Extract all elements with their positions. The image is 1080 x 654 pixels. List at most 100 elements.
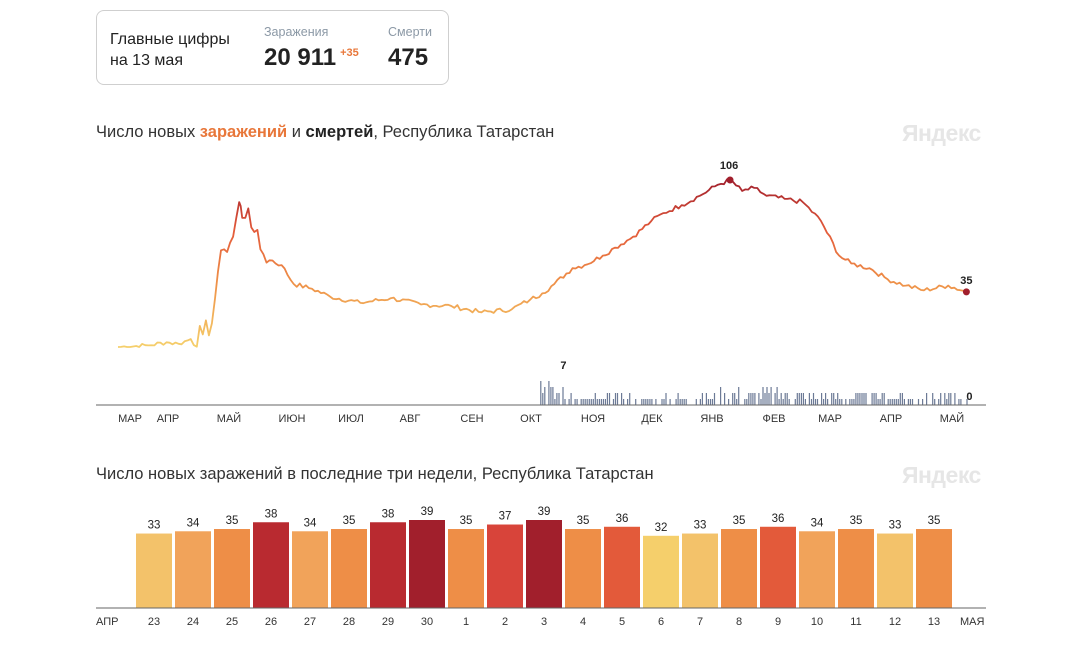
bar-value-label: 34 bbox=[811, 517, 824, 529]
deaths-bar bbox=[681, 399, 683, 405]
bar-category-label: 8 bbox=[736, 616, 742, 628]
bar-category-label: 30 bbox=[421, 616, 433, 628]
deaths-bar bbox=[841, 399, 843, 405]
bar bbox=[526, 520, 562, 608]
bar-category-label: 5 bbox=[619, 616, 625, 628]
deaths-bar bbox=[825, 393, 827, 405]
deaths-bar bbox=[685, 399, 687, 405]
bar-category-label: 12 bbox=[889, 616, 901, 628]
bar-value-label: 33 bbox=[694, 520, 707, 532]
deaths-bar bbox=[766, 387, 768, 405]
bar bbox=[682, 533, 718, 608]
summary-label-line2: на 13 мая bbox=[110, 52, 183, 69]
deaths-bar bbox=[592, 399, 594, 405]
bar-month-right: МАЯ bbox=[960, 616, 985, 628]
deaths-bar bbox=[831, 393, 833, 405]
bar-value-label: 33 bbox=[889, 520, 902, 532]
deaths-bar bbox=[899, 393, 901, 405]
yandex-logo-top: Яндекс bbox=[902, 120, 981, 146]
x-tick-label: МАЙ bbox=[940, 412, 964, 425]
deaths-bar bbox=[616, 393, 619, 405]
deaths-bar bbox=[558, 393, 560, 405]
deaths-bar bbox=[762, 387, 764, 405]
peak-label: 106 bbox=[720, 160, 738, 172]
deaths-stat: Смерти 475 bbox=[388, 25, 432, 72]
deaths-bar bbox=[709, 399, 712, 405]
deaths-bar bbox=[764, 393, 766, 405]
deaths-bar bbox=[966, 399, 968, 405]
deaths-bar bbox=[893, 399, 895, 405]
deaths-bar bbox=[940, 393, 942, 405]
deaths-bar bbox=[794, 399, 796, 405]
bar-value-label: 35 bbox=[928, 515, 941, 527]
deaths-bar bbox=[752, 393, 754, 405]
bar bbox=[136, 533, 172, 608]
deaths-bar bbox=[889, 399, 891, 405]
deaths-bar bbox=[823, 399, 825, 405]
deaths-bar bbox=[839, 399, 841, 405]
bar bbox=[760, 526, 796, 608]
deaths-bar bbox=[621, 393, 623, 405]
x-tick-label: АВГ bbox=[400, 413, 421, 425]
deaths-bar bbox=[606, 393, 608, 405]
deaths-bar bbox=[881, 393, 883, 405]
deaths-bar bbox=[655, 399, 657, 405]
deaths-bar bbox=[804, 399, 806, 405]
deaths-bar bbox=[946, 399, 948, 405]
bar-category-label: 29 bbox=[382, 616, 394, 628]
yandex-logo-bottom: Яндекс bbox=[902, 462, 981, 488]
bar-category-label: 26 bbox=[265, 616, 277, 628]
deaths-bar bbox=[865, 393, 867, 405]
last-infections-label: 35 bbox=[960, 275, 972, 287]
bar-category-label: 1 bbox=[463, 616, 469, 628]
deaths-bar bbox=[948, 393, 950, 405]
deaths-bar bbox=[851, 399, 853, 405]
bar bbox=[799, 531, 835, 608]
deaths-bar bbox=[683, 399, 685, 405]
chart1-title-part1: Число новых bbox=[96, 123, 200, 141]
deaths-bar bbox=[934, 399, 936, 405]
deaths-bar bbox=[608, 393, 611, 405]
infections-line bbox=[117, 178, 967, 348]
x-tick-label: ДЕК bbox=[641, 413, 663, 425]
infections-delta: +35 bbox=[340, 47, 359, 59]
deaths-bar bbox=[554, 399, 556, 405]
summary-card: Главные цифры на 13 мая Заражения 20 911… bbox=[96, 10, 449, 85]
bar-value-label: 38 bbox=[382, 508, 395, 520]
deaths-bar bbox=[705, 393, 707, 405]
bar-value-label: 35 bbox=[850, 515, 863, 527]
deaths-bar bbox=[859, 393, 861, 405]
deaths-bar bbox=[600, 399, 602, 405]
deaths-bar bbox=[770, 387, 772, 405]
deaths-bar bbox=[568, 399, 570, 405]
deaths-bar bbox=[570, 393, 572, 405]
deaths-bar bbox=[645, 399, 647, 405]
deaths-bar bbox=[833, 393, 835, 405]
x-tick-label: МАР bbox=[818, 413, 842, 425]
deaths-bar bbox=[798, 393, 800, 405]
deaths-bar bbox=[911, 399, 914, 405]
deaths-bar bbox=[788, 399, 790, 405]
deaths-bar bbox=[944, 393, 946, 405]
deaths-bar bbox=[960, 399, 962, 405]
deaths-bar bbox=[677, 393, 679, 405]
deaths-bar bbox=[748, 393, 750, 405]
deaths-bar bbox=[586, 399, 588, 405]
bar bbox=[175, 531, 211, 608]
deaths-bar bbox=[614, 393, 617, 405]
deaths-bar bbox=[760, 399, 762, 405]
bar-category-label: 23 bbox=[148, 616, 160, 628]
deaths-bar bbox=[871, 393, 873, 405]
deaths-bar bbox=[808, 393, 810, 405]
deaths-bar bbox=[849, 399, 851, 405]
deaths-bar bbox=[821, 393, 823, 405]
bar bbox=[916, 529, 952, 608]
deaths-bar bbox=[647, 399, 649, 405]
deaths-bar bbox=[550, 387, 552, 405]
infections-value: 20 911 bbox=[264, 44, 337, 71]
deaths-bar bbox=[707, 399, 709, 405]
deaths-bar bbox=[768, 393, 770, 405]
deaths-bar bbox=[665, 393, 667, 405]
deaths-bar bbox=[855, 393, 857, 405]
chart1-title-part3: и bbox=[287, 123, 306, 141]
